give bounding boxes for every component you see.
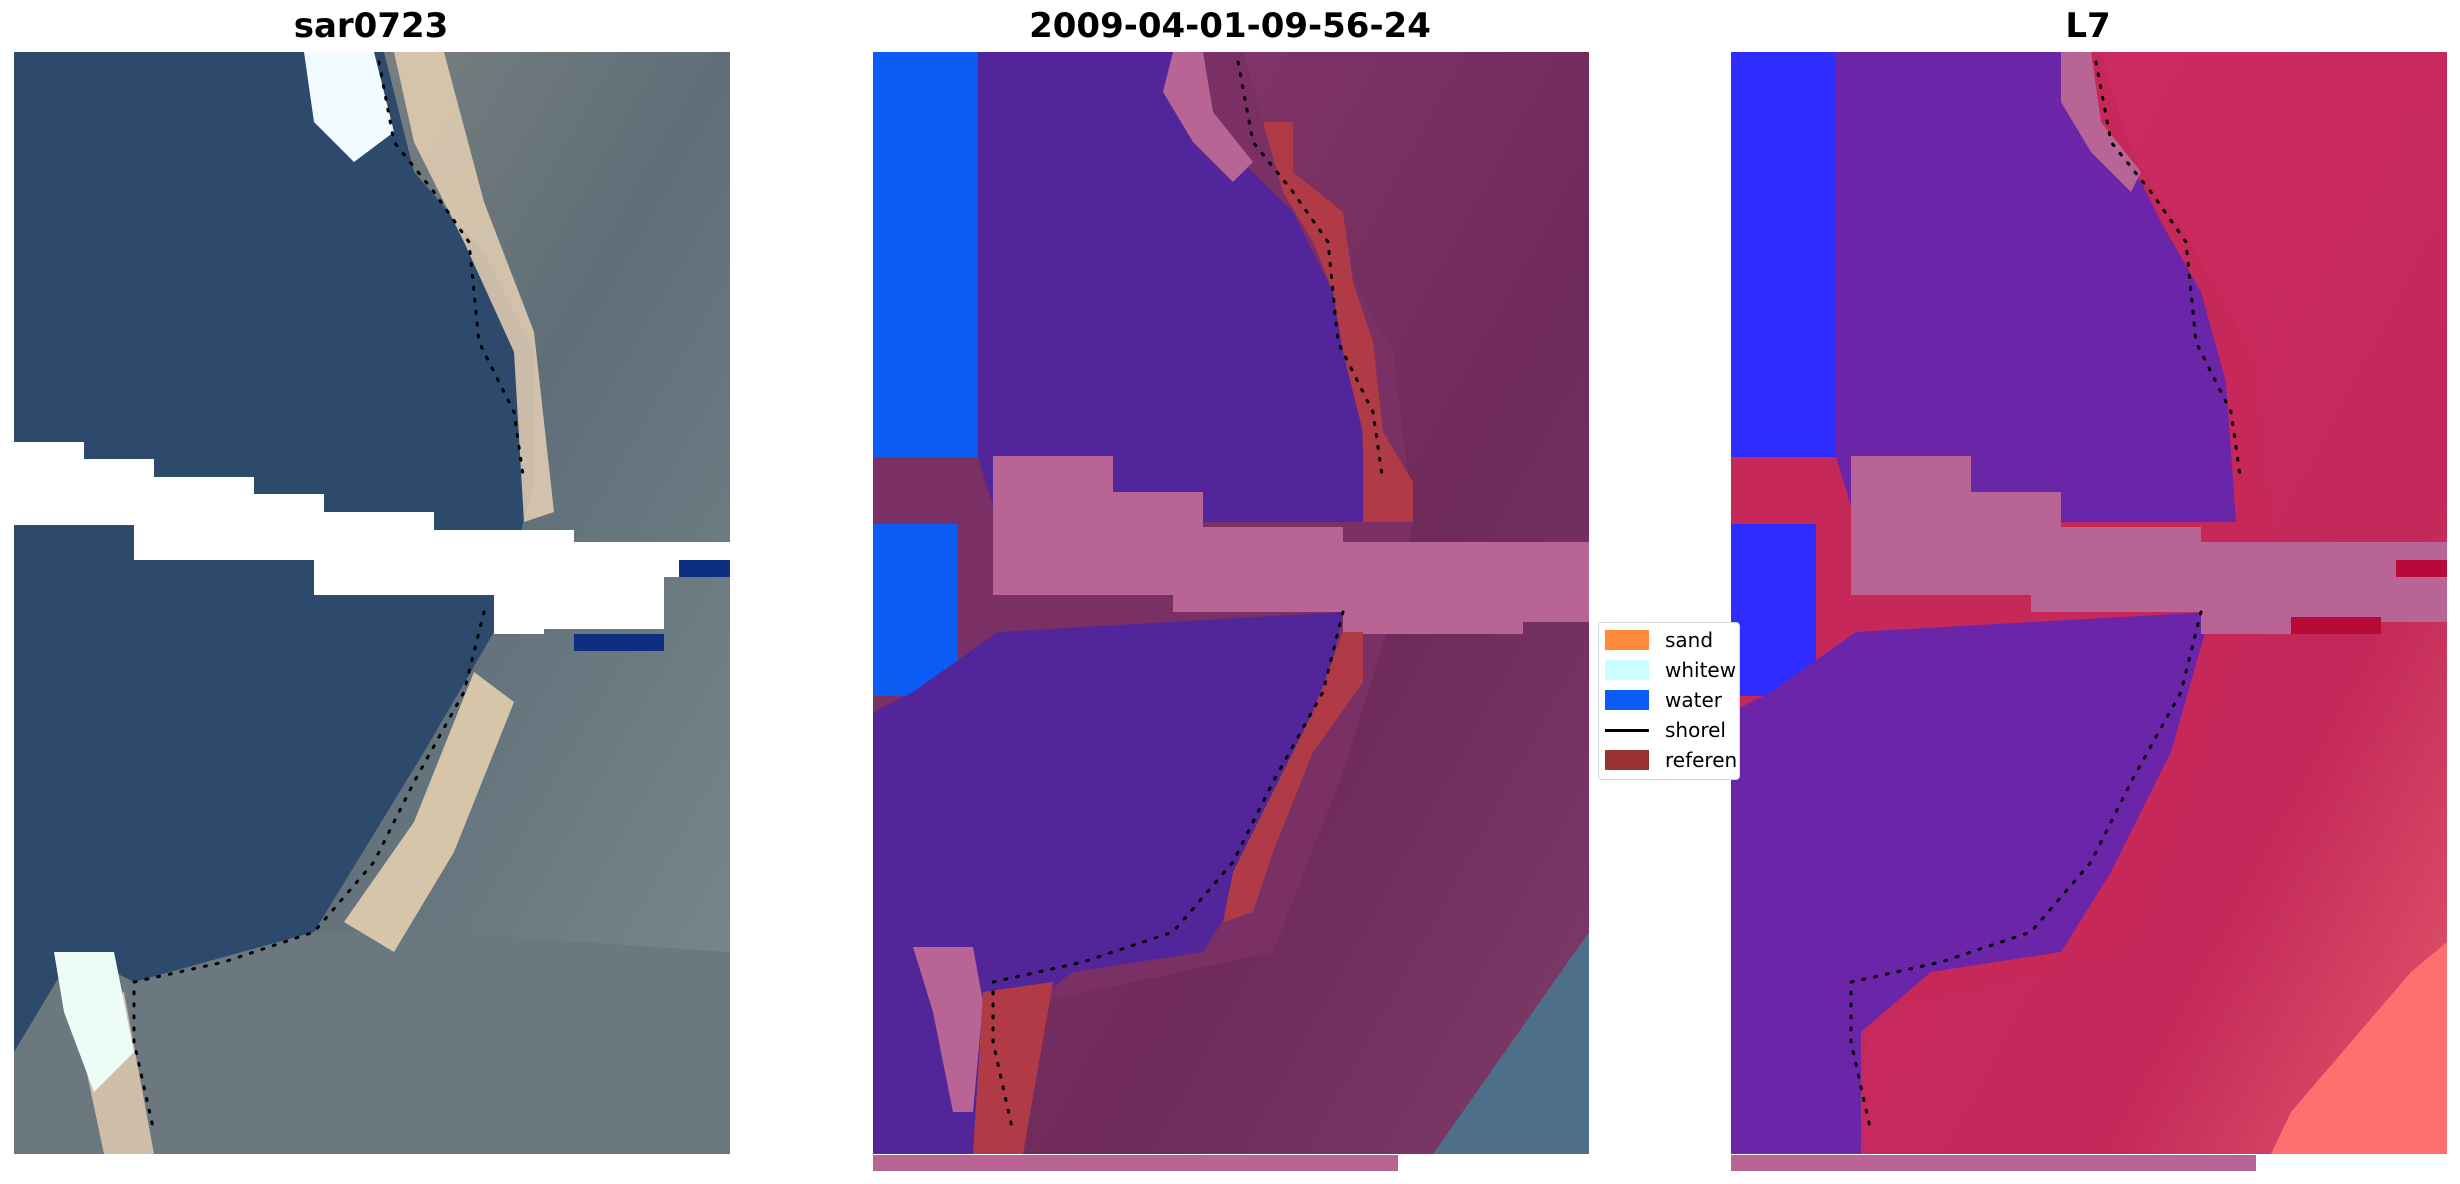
classification-image xyxy=(873,52,1589,1154)
panel-title-classification: 2009-04-01-09-56-24 xyxy=(1029,6,1431,46)
whitewater-swatch xyxy=(1605,660,1649,680)
legend-label: sand xyxy=(1665,628,1714,652)
legend-item-whitewater: whitew xyxy=(1605,657,1736,683)
mndwi-image xyxy=(1731,52,2447,1154)
classification-panel xyxy=(873,52,1589,1154)
legend-label: water xyxy=(1665,688,1722,712)
mask-strip xyxy=(873,1155,1398,1171)
legend-item-shoreline: shorel xyxy=(1605,717,1726,743)
rgb-image xyxy=(14,52,730,1154)
legend-item-water: water xyxy=(1605,687,1722,713)
panel-title-rgb: sar0723 xyxy=(293,6,449,46)
legend-item-sand: sand xyxy=(1605,627,1713,653)
shoreline-path xyxy=(132,60,526,1134)
legend-label: referen xyxy=(1665,748,1738,772)
legend: sand whitew water shorel referen xyxy=(1598,622,1740,780)
legend-item-reference: referen xyxy=(1605,747,1737,773)
legend-label: whitew xyxy=(1665,658,1737,682)
rgb-image-panel xyxy=(14,52,730,1154)
shoreline-path xyxy=(1849,60,2243,1134)
shoreline-path xyxy=(991,60,1385,1134)
mask-strip xyxy=(1731,1155,2256,1171)
legend-label: shorel xyxy=(1665,718,1726,742)
mndwi-panel xyxy=(1731,52,2447,1154)
panel-title-mndwi: L7 xyxy=(2065,6,2111,46)
shoreline-swatch xyxy=(1605,728,1649,732)
sand-swatch xyxy=(1605,630,1649,650)
reference-swatch xyxy=(1605,750,1649,770)
water-swatch xyxy=(1605,690,1649,710)
